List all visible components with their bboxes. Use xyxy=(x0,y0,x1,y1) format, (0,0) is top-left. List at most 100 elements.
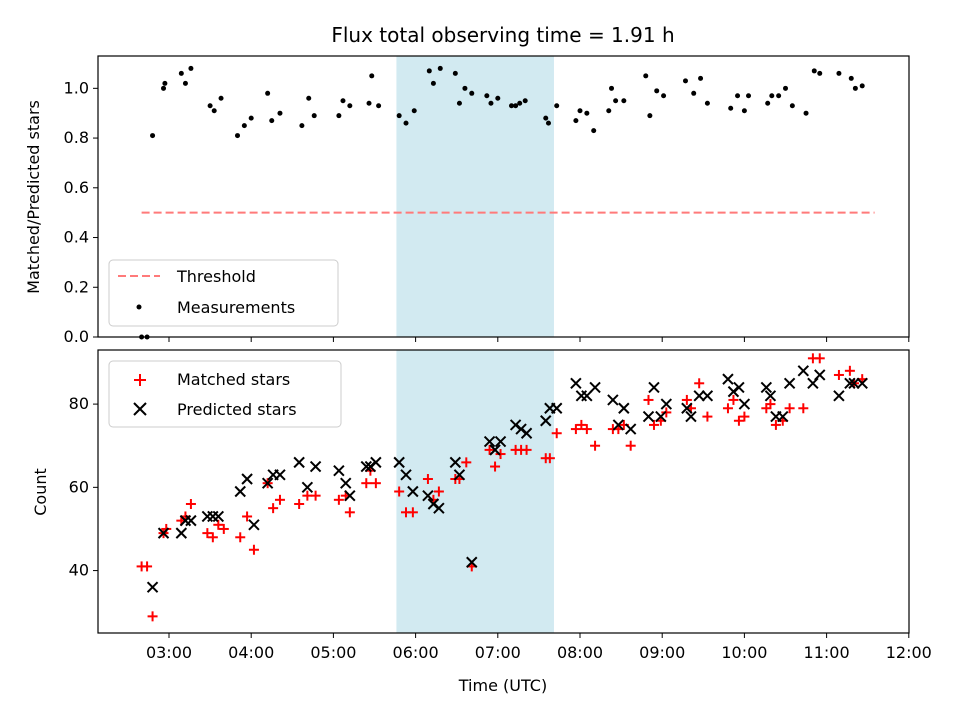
predicted-star-point xyxy=(185,514,197,527)
predicted-x-b xyxy=(764,390,777,402)
predicted-x-b xyxy=(293,456,305,469)
matched-star-point xyxy=(407,507,418,518)
predicted-star-point xyxy=(466,556,478,568)
bottom-legend: Matched stars Predicted stars xyxy=(108,360,342,428)
predicted-x-b xyxy=(422,489,434,502)
predicted-x-b xyxy=(660,398,673,410)
predicted-x-b xyxy=(360,460,372,473)
predicted-x-b xyxy=(241,473,253,485)
predicted-star-point xyxy=(655,410,667,423)
measurement-point xyxy=(411,108,417,114)
predicted-star-point xyxy=(407,485,419,498)
predicted-x-b xyxy=(642,410,655,423)
predicted-x-b xyxy=(570,377,582,390)
measurement-point xyxy=(704,100,710,106)
measurement-point xyxy=(613,98,619,104)
measurement-point xyxy=(336,113,342,119)
matched-star-point xyxy=(728,394,739,405)
predicted-star-point xyxy=(234,485,246,498)
x-tick-label: 08:00 xyxy=(557,643,603,662)
measurement-point xyxy=(661,93,667,99)
predicted-x-b xyxy=(685,410,697,423)
predicted-x-b xyxy=(274,469,286,481)
matched-star-point xyxy=(521,444,532,455)
predicted-star-point xyxy=(648,381,660,394)
predicted-star-point xyxy=(293,456,305,469)
predicted-star-point xyxy=(848,377,860,390)
measurement-point xyxy=(621,98,627,104)
legend-threshold-label: Threshold xyxy=(176,267,256,286)
predicted-star-point xyxy=(760,381,773,394)
measurement-point xyxy=(691,90,697,96)
measurement-point xyxy=(698,75,704,81)
bottom-shaded-interval xyxy=(396,350,554,633)
predicted-x-b xyxy=(449,456,462,469)
measurement-point xyxy=(522,98,528,104)
predicted-x-b xyxy=(466,556,478,568)
matched-star-point xyxy=(213,519,224,530)
matched-star-point xyxy=(770,419,781,430)
count-points xyxy=(136,353,868,622)
predicted-star-point xyxy=(807,377,819,390)
predicted-x-b xyxy=(551,402,563,414)
legend-measurements-label: Measurements xyxy=(177,298,295,317)
measurement-point xyxy=(682,78,688,84)
measurement-point xyxy=(484,93,490,99)
top-y-tick-label: 1.0 xyxy=(64,78,89,97)
matched-star-point xyxy=(294,498,305,509)
top-y-tick-label: 0.4 xyxy=(64,228,89,247)
x-tick-label: 06:00 xyxy=(393,643,439,662)
predicted-star-point xyxy=(212,510,225,523)
matched-star-point xyxy=(484,444,495,455)
predicted-x-b xyxy=(393,456,405,469)
measurement-point xyxy=(178,70,184,76)
legend-matched-label: Matched stars xyxy=(177,370,290,389)
matched-star-point xyxy=(344,507,355,518)
x-tick-label: 04:00 xyxy=(228,643,274,662)
predicted-x-b xyxy=(344,489,356,502)
measurement-point xyxy=(265,90,271,96)
predicted-star-point xyxy=(494,435,507,448)
measurement-point xyxy=(430,80,436,86)
predicted-x-b xyxy=(234,485,246,498)
top-legend: Threshold Measurements xyxy=(108,259,339,327)
matched-star-point xyxy=(202,528,213,539)
predicted-star-point xyxy=(681,402,693,414)
predicted-star-point xyxy=(261,477,274,489)
bottom-x-ticks: 03:00 04:00 05:00 06:00 07:00 08:00 09:00 10:00… xyxy=(146,633,932,662)
predicted-star-point xyxy=(449,456,462,469)
matched-star-point xyxy=(625,440,636,451)
predicted-star-point xyxy=(520,427,533,439)
measurement-point xyxy=(495,95,501,101)
predicted-x-b xyxy=(797,365,810,377)
predicted-x-b xyxy=(607,394,619,406)
predicted-star-point xyxy=(175,527,188,539)
matched-star-point xyxy=(544,453,555,464)
measurement-point xyxy=(848,75,854,81)
predicted-star-point xyxy=(844,377,856,390)
predicted-x-b xyxy=(777,410,789,423)
predicted-x-b xyxy=(648,381,660,394)
predicted-x-b xyxy=(655,410,667,423)
predicted-star-point xyxy=(551,402,563,414)
measurement-point xyxy=(817,70,823,76)
matched-star-point xyxy=(310,490,321,501)
predicted-x-b xyxy=(856,377,868,390)
predicted-x-b xyxy=(681,402,693,414)
matched-star-point xyxy=(798,403,809,414)
top-y-tick-label: 0.6 xyxy=(64,178,89,197)
predicted-star-point xyxy=(701,390,714,402)
measurement-point xyxy=(746,93,752,99)
predicted-star-point xyxy=(783,377,796,390)
bottom-y-ticks: 40 60 80 xyxy=(69,394,98,580)
matched-star-point xyxy=(218,523,229,534)
predicted-x-b xyxy=(483,435,496,448)
predicted-x-b xyxy=(185,514,197,527)
measurement-point xyxy=(376,103,382,109)
predicted-star-point xyxy=(489,444,501,456)
predicted-x-b xyxy=(722,373,734,385)
measurement-point xyxy=(577,108,583,114)
predicted-x-b xyxy=(701,390,714,402)
predicted-star-point xyxy=(248,519,260,531)
predicted-x-b xyxy=(494,435,507,448)
